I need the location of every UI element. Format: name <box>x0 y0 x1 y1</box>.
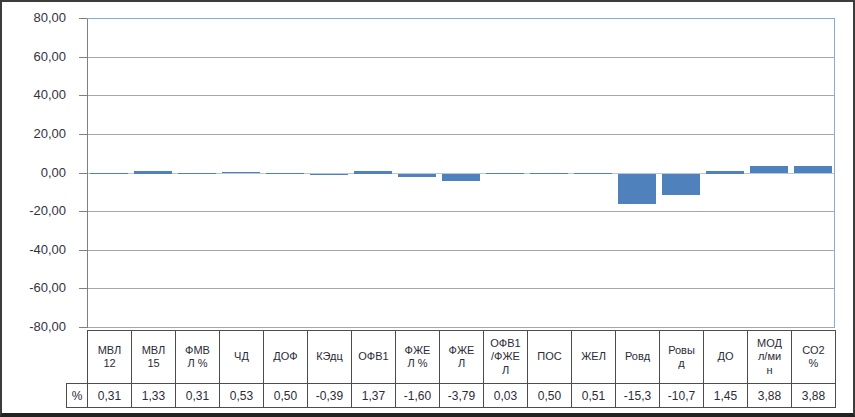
y-axis-tick-mark <box>79 327 87 328</box>
category-header-cell: ФЖЕ Л <box>440 331 484 384</box>
series-value-cell: 0,03 <box>484 384 528 408</box>
series-value-cell: 0,50 <box>264 384 308 408</box>
series-value-cell: 0,51 <box>572 384 616 408</box>
series-value-cell: -15,3 <box>616 384 660 408</box>
bar-Ровд <box>618 174 656 204</box>
y-axis-tick-mark <box>79 134 87 135</box>
category-header-cell: МОД л/ми н <box>748 331 792 384</box>
category-header-cell: ЧД <box>220 331 264 384</box>
category-header-cell: ПОС <box>528 331 572 384</box>
bar-ПОС <box>530 173 568 174</box>
bar-ФЖЕЛ <box>442 174 480 181</box>
category-header-cell: МВЛ 12 <box>88 331 132 384</box>
y-axis-tick-mark <box>79 173 87 174</box>
data-table: МВЛ 12МВЛ 15ФМВ Л %ЧДДОФКЭдцОФВ1ФЖЕ Л %Ф… <box>66 330 836 408</box>
series-value-cell: 1,45 <box>704 384 748 408</box>
bar-ФМВЛ % <box>178 173 216 174</box>
y-axis-tick-label: 60,00 <box>2 49 66 65</box>
table-corner-blank <box>67 331 88 384</box>
bar-СО2 % <box>794 166 832 173</box>
series-name-cell: % <box>67 384 88 408</box>
bar-ЖЕЛ <box>574 173 612 174</box>
series-value-cell: 3,88 <box>792 384 836 408</box>
major-gridline <box>88 327 835 328</box>
series-value-cell: 0,31 <box>176 384 220 408</box>
category-header-cell: ОФВ1 /ФЖЕ Л <box>484 331 528 384</box>
category-header-cell: ФМВ Л % <box>176 331 220 384</box>
category-header-cell: ЖЕЛ <box>572 331 616 384</box>
category-header-cell: Ровд <box>616 331 660 384</box>
series-value-cell: 1,37 <box>352 384 396 408</box>
bar-КЭдц <box>310 174 348 175</box>
y-axis-tick-label: -20,00 <box>2 203 66 219</box>
series-value-cell: -0,39 <box>308 384 352 408</box>
category-header-cell: ДОФ <box>264 331 308 384</box>
y-axis-tick-label: 80,00 <box>2 10 66 26</box>
category-header-cell: МВЛ 15 <box>132 331 176 384</box>
y-axis-tick-mark <box>79 18 87 19</box>
y-axis-tick-mark <box>79 250 87 251</box>
series-value-cell: -1,60 <box>396 384 440 408</box>
bar-ФЖЕЛ % <box>398 174 436 177</box>
category-header-cell: Ровы д <box>660 331 704 384</box>
category-header-cell: ДО <box>704 331 748 384</box>
y-axis-tick-mark <box>79 288 87 289</box>
bar-ОФВ1 <box>354 171 392 174</box>
bar-ДО <box>706 171 744 174</box>
bar-МОД л/мин <box>750 166 788 173</box>
y-axis-tick-label: -60,00 <box>2 280 66 296</box>
y-axis-tick-mark <box>79 211 87 212</box>
series-value-cell: 1,33 <box>132 384 176 408</box>
bar-ОФВ1/ФЖЕЛ <box>486 173 524 174</box>
series-value-cell: -3,79 <box>440 384 484 408</box>
series-value-cell: 0,50 <box>528 384 572 408</box>
bar-ЧД <box>222 172 260 173</box>
category-header-cell: КЭдц <box>308 331 352 384</box>
bar-МВЛ 15 <box>134 171 172 174</box>
y-axis-tick-label: 0,00 <box>2 165 66 181</box>
bar-МВЛ 12 <box>90 173 128 174</box>
series-values-row: %0,311,330,310,530,50-0,391,37-1,60-3,79… <box>67 384 836 408</box>
y-axis-tick-mark <box>79 57 87 58</box>
y-axis-tick-label: -40,00 <box>2 242 66 258</box>
y-axis-tick-mark <box>79 95 87 96</box>
series-value-cell: 0,31 <box>88 384 132 408</box>
category-header-cell: ОФВ1 <box>352 331 396 384</box>
category-header-cell: СО2 % <box>792 331 836 384</box>
series-value-cell: -10,7 <box>660 384 704 408</box>
bar-chart-frame: 80,00 60,00 40,00 20,00 0,00 -20,00 -40,00 -60,… <box>0 0 855 417</box>
category-header-cell: ФЖЕ Л % <box>396 331 440 384</box>
y-axis-tick-label: 40,00 <box>2 87 66 103</box>
series-value-cell: 0,53 <box>220 384 264 408</box>
y-axis-tick-label: -80,00 <box>2 319 66 335</box>
series-value-cell: 3,88 <box>748 384 792 408</box>
category-header-row: МВЛ 12МВЛ 15ФМВ Л %ЧДДОФКЭдцОФВ1ФЖЕ Л %Ф… <box>67 331 836 384</box>
bar-ДОФ <box>266 173 304 174</box>
bar-Ровыд <box>662 174 700 195</box>
plot-area <box>87 18 835 327</box>
y-axis-tick-label: 20,00 <box>2 126 66 142</box>
